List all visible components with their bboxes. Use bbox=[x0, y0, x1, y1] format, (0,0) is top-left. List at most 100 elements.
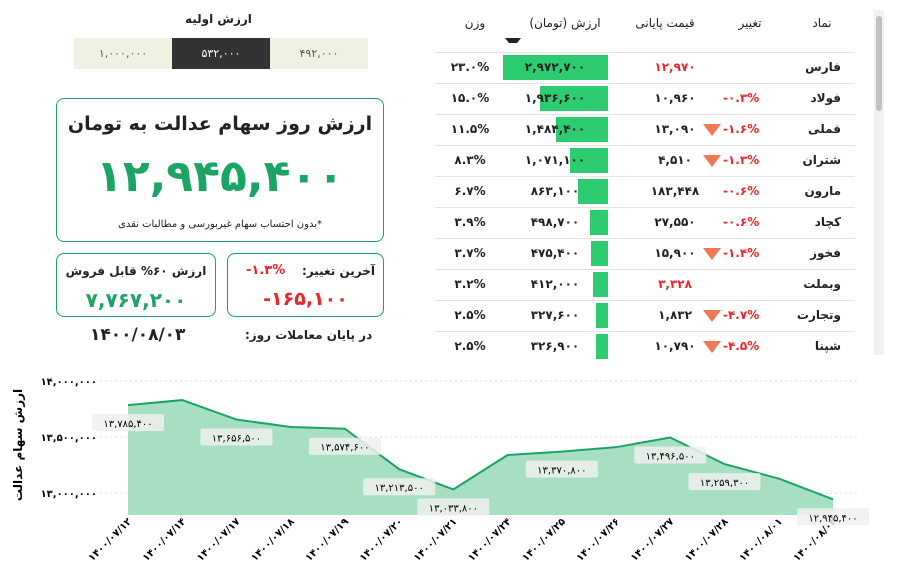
value-bar bbox=[593, 272, 608, 297]
value-label: ۱۳,۲۵۹,۳۰۰ bbox=[700, 478, 749, 489]
symbol: وتجارت bbox=[796, 308, 841, 322]
change: -۱.۳% bbox=[723, 153, 760, 167]
price: ۱۰,۷۹۰ bbox=[654, 339, 696, 353]
row-line bbox=[435, 176, 855, 177]
weight: ۶.۷% bbox=[454, 184, 486, 198]
value-label: ۱۲,۹۴۵,۴۰۰ bbox=[808, 513, 857, 524]
weight: ۸.۳% bbox=[454, 153, 486, 167]
price: ۱۰,۹۶۰ bbox=[654, 91, 696, 105]
value-label: ۱۳,۷۸۵,۴۰۰ bbox=[103, 419, 152, 430]
x-tick-label: ۱۴۰۰/۰۸/۰۱ bbox=[737, 516, 784, 563]
price: ۱۲,۹۷۰ bbox=[654, 60, 696, 74]
symbol: فارس bbox=[805, 60, 841, 74]
weight: ۳.۲% bbox=[454, 277, 486, 291]
date-value: ۱۴۰۰/۰۸/۰۳ bbox=[90, 325, 186, 345]
area bbox=[128, 400, 833, 515]
value-label-bg bbox=[688, 473, 761, 491]
value-bar bbox=[539, 86, 608, 111]
summary-value: ۱۲,۹۴۵,۴۰۰ bbox=[95, 151, 345, 202]
x-tick-label: ۱۴۰۰/۰۷/۱۲ bbox=[87, 516, 134, 563]
value: ۱,۰۷۱,۱۰۰ bbox=[524, 153, 586, 167]
summary-title: ارزش روز سهام عدالت به تومان bbox=[67, 113, 373, 135]
header: نماد bbox=[812, 16, 832, 30]
change: -۴.۷% bbox=[723, 308, 760, 322]
symbol: فخوز bbox=[810, 246, 841, 260]
down-arrow bbox=[703, 155, 721, 167]
line bbox=[127, 399, 834, 501]
symbol: فولاد bbox=[810, 91, 841, 105]
price: ۱,۸۳۲ bbox=[658, 308, 692, 322]
y-tick-label: ۱۳,۰۰۰,۰۰۰ bbox=[41, 489, 97, 500]
value-bar bbox=[591, 241, 608, 266]
value-label: ۱۳,۴۹۶,۵۰۰ bbox=[646, 451, 695, 462]
value-label-bg bbox=[525, 460, 598, 478]
change: -۱.۴% bbox=[723, 246, 760, 260]
value-label: ۱۳,۰۳۳,۸۰۰ bbox=[429, 503, 478, 514]
x-tick-label: ۱۴۰۰/۰۷/۲۶ bbox=[575, 516, 622, 563]
header: تغییر bbox=[738, 16, 762, 30]
value-bar bbox=[555, 117, 608, 142]
initial-title: ارزش اولیه bbox=[185, 12, 252, 26]
value-label-bg bbox=[308, 437, 381, 455]
value: ۳۲۶,۹۰۰ bbox=[530, 339, 580, 353]
value: ۴۹۸,۷۰۰ bbox=[530, 215, 580, 229]
value-bar bbox=[577, 179, 608, 204]
value-label-bg bbox=[797, 508, 869, 526]
weight: ۲۳.۰% bbox=[450, 60, 490, 74]
option[interactable]: ۱,۰۰۰,۰۰۰ bbox=[74, 38, 172, 69]
down-arrow bbox=[703, 341, 721, 353]
value-bar bbox=[570, 148, 608, 173]
x-tick-label: ۱۴۰۰/۰۷/۲۴ bbox=[466, 516, 513, 563]
weight: ۳.۷% bbox=[454, 246, 486, 260]
y-tick-label: ۱۴,۰۰۰,۰۰۰ bbox=[41, 377, 97, 388]
x-tick-label: ۱۴۰۰/۰۷/۲۰ bbox=[358, 516, 405, 563]
value: ۸۶۳,۱۰۰ bbox=[530, 184, 580, 198]
option[interactable]: ۴۹۲,۰۰۰ bbox=[270, 38, 368, 69]
row-line bbox=[435, 331, 855, 332]
value: ۴۷۵,۴۰۰ bbox=[530, 246, 580, 260]
down-arrow bbox=[703, 124, 721, 136]
row-line bbox=[435, 114, 855, 115]
x-tick-label: ۱۴۰۰/۰۷/۱۷ bbox=[195, 516, 242, 563]
symbol: مارون bbox=[804, 184, 841, 198]
x-tick-label: ۱۴۰۰/۰۷/۱۴ bbox=[141, 516, 188, 563]
change-label: آخرین تغییر: bbox=[301, 264, 375, 278]
value: ۳۲۷,۶۰۰ bbox=[530, 308, 580, 322]
change: -۱.۶% bbox=[723, 122, 760, 136]
table: نماد تغییر قیمت پایانی ارزش (تومان) وزن فارس ۱… bbox=[435, 10, 855, 360]
header: ارزش (تومان) bbox=[529, 16, 601, 30]
sellable-label: ارزش ۶۰% قابل فروش bbox=[65, 264, 207, 278]
row-line bbox=[435, 269, 855, 270]
weight: ۲.۵% bbox=[454, 339, 486, 353]
value: ۲,۹۷۲,۷۰۰ bbox=[524, 60, 586, 74]
value: ۴۱۲,۰۰۰ bbox=[530, 277, 580, 291]
weight: ۳.۹% bbox=[454, 215, 486, 229]
symbol: شپنا bbox=[814, 339, 841, 353]
row-line bbox=[435, 145, 855, 146]
y-axis-label: ارزش سهام عدالت bbox=[11, 389, 26, 501]
value: ۱,۹۳۶,۶۰۰ bbox=[524, 91, 586, 105]
weight: ۱۱.۵% bbox=[450, 122, 490, 136]
x-tick-label: ۱۴۰۰/۰۷/۲۷ bbox=[629, 516, 676, 563]
scrollbar[interactable] bbox=[874, 10, 884, 355]
row-line bbox=[435, 238, 855, 239]
value-bar bbox=[596, 334, 608, 359]
price: ۱۸۳,۴۴۸ bbox=[650, 184, 700, 198]
price: ۱۵,۹۰۰ bbox=[654, 246, 696, 260]
change-box: آخرین تغییر: -۱.۳% -۱۶۵,۱۰۰ bbox=[227, 253, 384, 317]
value-label: ۱۳,۶۵۶,۵۰۰ bbox=[212, 434, 261, 445]
change-value: -۱۶۵,۱۰۰ bbox=[263, 288, 348, 310]
header: وزن bbox=[464, 16, 486, 30]
value-label: ۱۳,۲۱۳,۵۰۰ bbox=[374, 483, 423, 494]
value-label-bg bbox=[92, 414, 164, 432]
price: ۳,۳۲۸ bbox=[658, 277, 692, 291]
change: -۰.۶% bbox=[723, 184, 760, 198]
change: -۰.۶% bbox=[723, 215, 760, 229]
price: ۲۷,۵۵۰ bbox=[654, 215, 696, 229]
value-label-bg bbox=[634, 446, 707, 464]
x-tick-label: ۱۴۰۰/۰۷/۱۸ bbox=[249, 516, 296, 563]
option-active[interactable]: ۵۳۲,۰۰۰ bbox=[172, 38, 270, 69]
value-label-bg bbox=[417, 498, 490, 516]
value: ۱,۴۸۴,۴۰۰ bbox=[524, 122, 586, 136]
x-tick-label: ۱۴۰۰/۰۷/۱۹ bbox=[304, 516, 351, 563]
